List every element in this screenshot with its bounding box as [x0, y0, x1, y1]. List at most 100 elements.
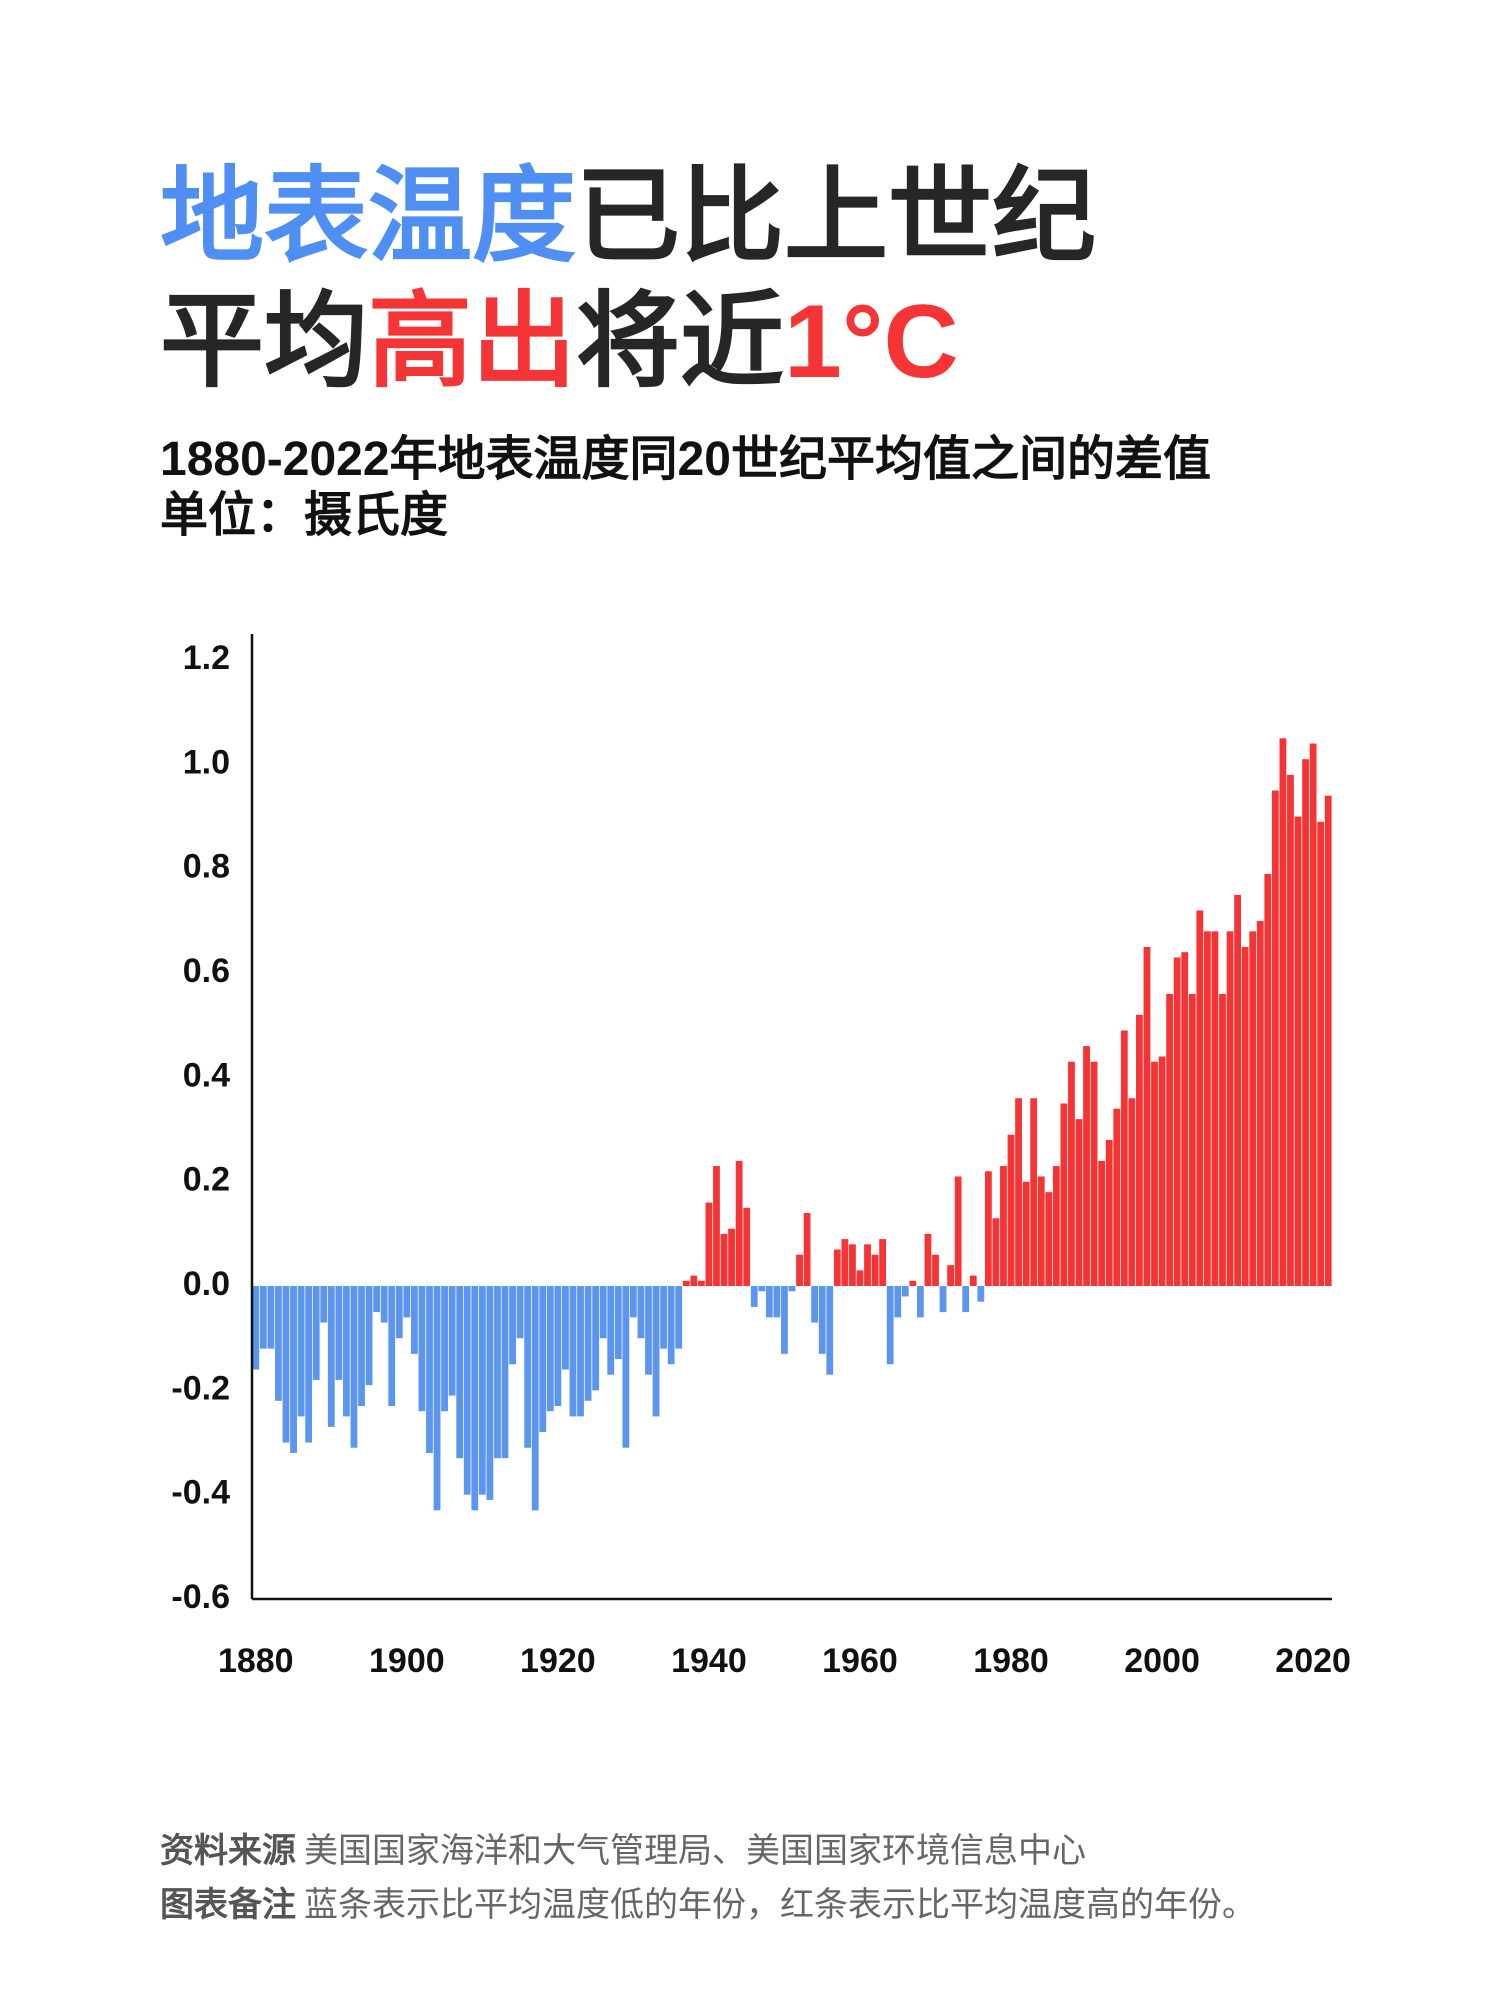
bar — [841, 1239, 849, 1287]
chart-title: 平均高出将近1°C — [160, 284, 959, 400]
bar — [1203, 931, 1211, 1287]
bar — [380, 1286, 388, 1323]
bar — [954, 1176, 962, 1287]
bar — [924, 1233, 932, 1287]
bar — [1226, 931, 1234, 1287]
bar — [849, 1244, 856, 1287]
x-tick-label: 2000 — [1124, 1642, 1200, 1680]
bar — [1045, 1192, 1053, 1287]
bar — [1000, 1166, 1007, 1287]
bar — [1196, 910, 1204, 1287]
bar — [856, 1270, 864, 1287]
y-tick-label: -0.2 — [171, 1369, 230, 1407]
bar — [350, 1286, 358, 1448]
bar — [811, 1286, 819, 1323]
title-part: 高出 — [368, 284, 576, 400]
bar — [682, 1280, 690, 1287]
bar — [1294, 816, 1302, 1287]
bar — [743, 1207, 751, 1287]
footnote: 图表备注 蓝条表示比平均温度低的年份，红条表示比平均温度高的年份。 — [160, 1886, 1256, 1924]
bar — [932, 1254, 939, 1287]
bar — [1158, 1056, 1166, 1287]
bar — [879, 1239, 887, 1287]
bar — [562, 1286, 569, 1370]
bar — [969, 1275, 977, 1287]
x-tick-label: 2020 — [1275, 1642, 1351, 1680]
bar — [1219, 993, 1226, 1287]
bar — [516, 1286, 524, 1339]
bar — [267, 1286, 275, 1349]
subtitle: 1880-2022年地表温度同20世纪平均值之间的差值 — [160, 433, 1211, 486]
bar — [1317, 821, 1325, 1287]
x-tick-label: 1920 — [520, 1642, 596, 1680]
title-part: 平均 — [160, 284, 368, 400]
bar — [471, 1286, 479, 1511]
bar — [426, 1286, 433, 1453]
bar — [871, 1254, 879, 1287]
bar — [765, 1286, 773, 1318]
bar — [1068, 1061, 1075, 1287]
y-tick-label: 0.2 — [183, 1161, 230, 1199]
bar — [1264, 873, 1272, 1287]
bar — [1052, 1166, 1060, 1287]
footnote-text: 美国国家海洋和大气管理局、美国国家环境信息中心 — [304, 1832, 1086, 1870]
bar — [524, 1286, 532, 1448]
title-part: 已比上世纪 — [576, 159, 1096, 275]
footnote-label: 资料来源 — [160, 1832, 296, 1870]
bar — [984, 1171, 992, 1287]
bar — [735, 1160, 743, 1287]
bar — [788, 1286, 796, 1292]
bar — [433, 1286, 441, 1511]
x-tick-label: 1940 — [671, 1642, 747, 1680]
bar — [939, 1286, 947, 1313]
bar — [1249, 931, 1257, 1287]
bar — [418, 1286, 426, 1412]
bar — [1030, 1098, 1038, 1287]
bar — [403, 1286, 411, 1318]
bar — [720, 1233, 728, 1287]
bar — [660, 1286, 668, 1349]
bar — [675, 1286, 683, 1349]
bar — [1113, 1108, 1121, 1287]
bar — [509, 1286, 516, 1365]
bar — [1271, 790, 1279, 1287]
bar — [1090, 1061, 1098, 1287]
bar — [327, 1286, 335, 1427]
bar — [388, 1286, 396, 1406]
bar — [441, 1286, 448, 1412]
chart-title: 地表温度已比上世纪 — [160, 159, 1096, 275]
bar — [395, 1286, 403, 1339]
bar — [373, 1286, 381, 1313]
bar — [599, 1286, 607, 1339]
bar — [592, 1286, 600, 1391]
y-tick-label: 1.2 — [183, 639, 230, 677]
subtitle: 单位：摄氏度 — [160, 489, 448, 542]
bar — [652, 1286, 660, 1417]
bar — [781, 1286, 788, 1354]
bar — [614, 1286, 622, 1360]
y-tick-label: -0.6 — [171, 1578, 230, 1616]
bar — [992, 1218, 1000, 1287]
bar — [1007, 1134, 1015, 1287]
bar — [1211, 931, 1219, 1287]
bar — [630, 1286, 637, 1318]
bar — [1173, 957, 1181, 1287]
bar — [758, 1286, 766, 1292]
bar — [750, 1286, 758, 1307]
bar — [569, 1286, 577, 1417]
bar — [463, 1286, 471, 1495]
bar — [833, 1249, 841, 1287]
bar — [773, 1286, 781, 1318]
bar — [448, 1286, 456, 1396]
bar — [1120, 1030, 1128, 1287]
bar — [1075, 1119, 1083, 1287]
bar — [501, 1286, 509, 1459]
bar — [713, 1166, 720, 1287]
bar — [305, 1286, 313, 1443]
bar — [335, 1286, 343, 1380]
bar — [1128, 1098, 1136, 1287]
bar — [977, 1286, 985, 1302]
bar — [864, 1244, 871, 1287]
bar — [826, 1286, 834, 1375]
